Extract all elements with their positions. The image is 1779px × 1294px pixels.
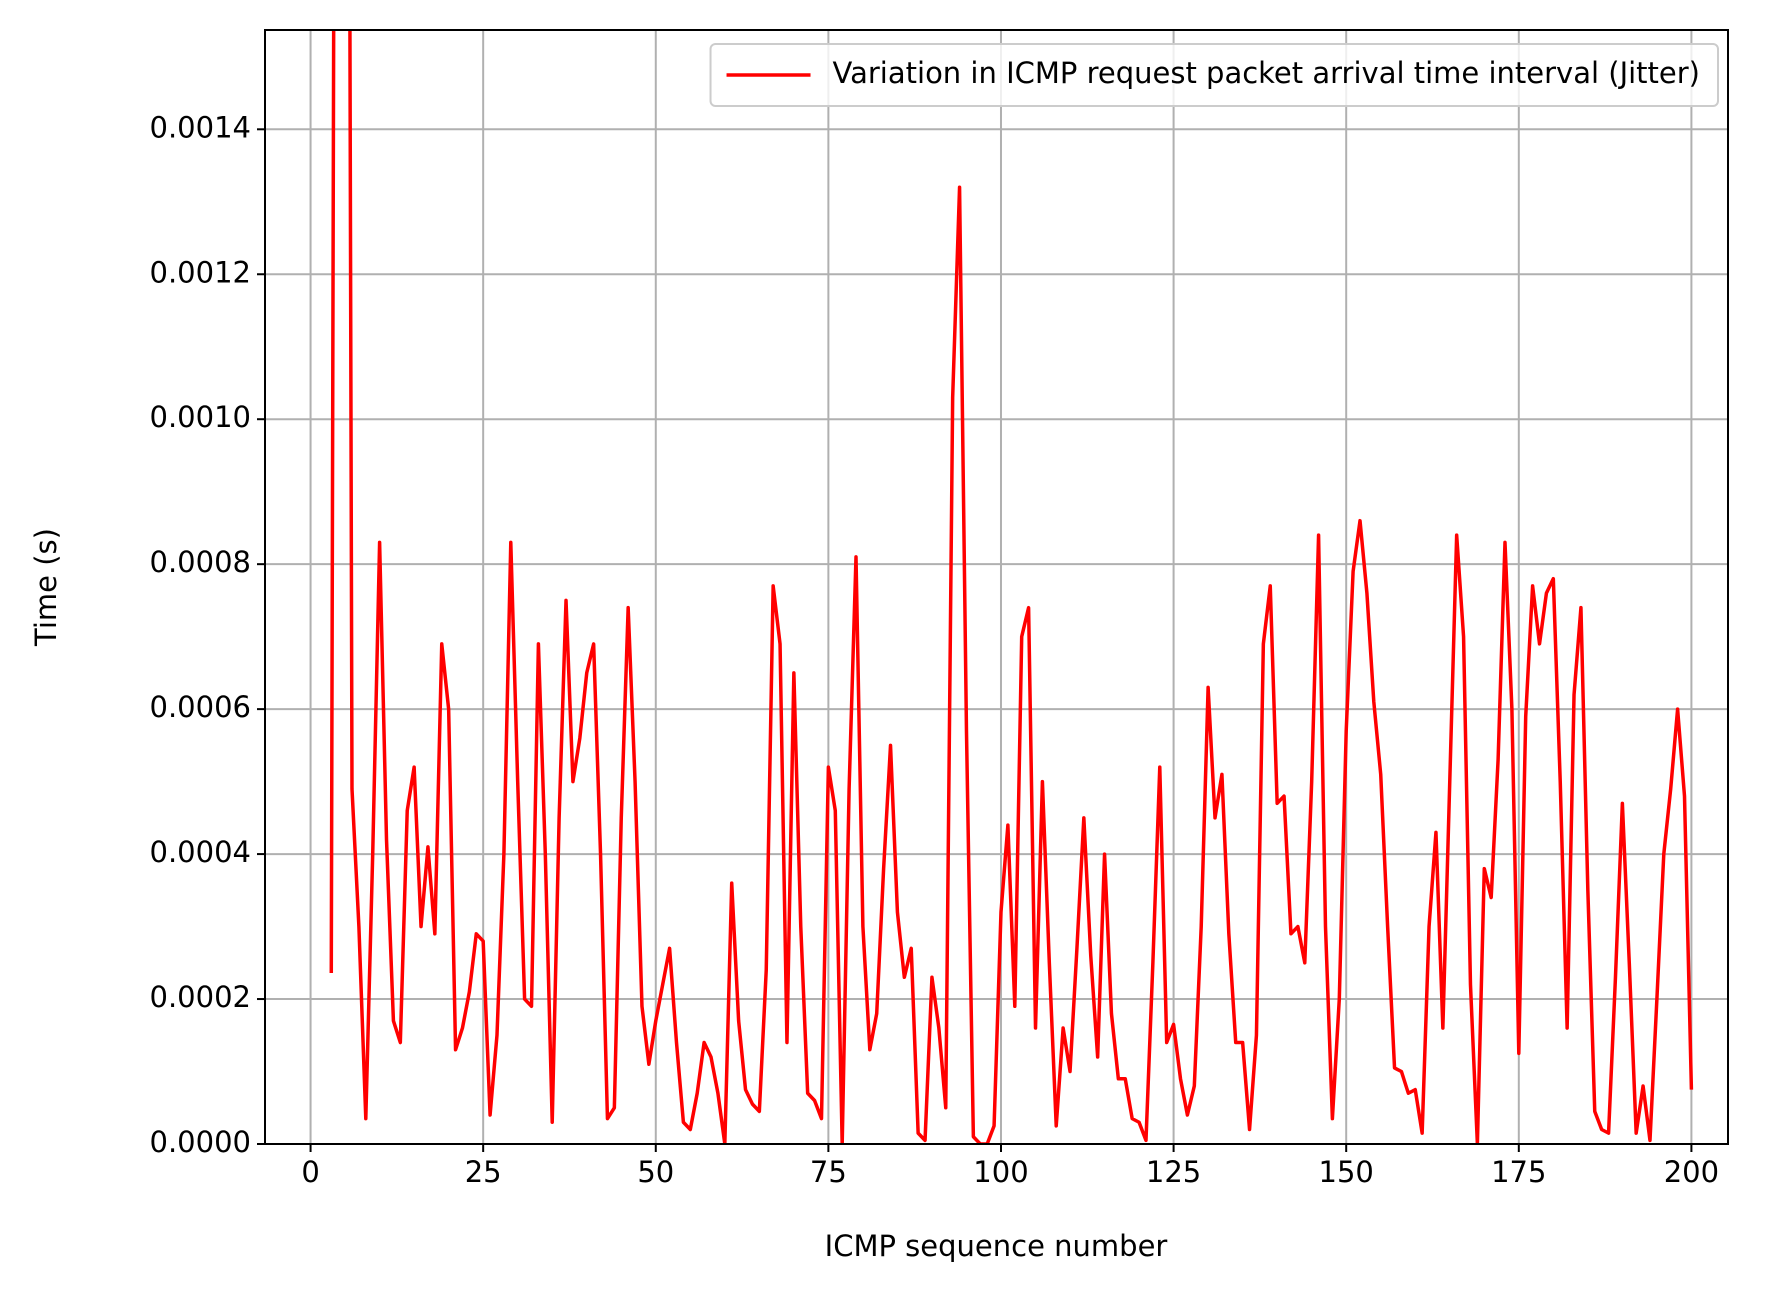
ticks: 0 25 50 75 100 125 150 175 200 0.0000 0.0002 0.0004…	[150, 110, 1720, 1189]
y-tick-label: 0.0000	[150, 1125, 251, 1159]
x-tick-label: 175	[1491, 1155, 1546, 1189]
legend-box	[709, 43, 1719, 107]
x-tick-label: 0	[301, 1155, 319, 1189]
y-tick-label: 0.0004	[150, 835, 251, 869]
x-tick-label: 100	[973, 1155, 1028, 1189]
x-tick-label: 200	[1664, 1155, 1719, 1189]
y-tick-label: 0.0012	[150, 255, 251, 289]
x-tick-label: 75	[810, 1155, 847, 1189]
axes-frame	[264, 29, 1729, 1145]
x-tick-label: 50	[637, 1155, 674, 1189]
y-tick-label: 0.0002	[150, 980, 251, 1014]
series-line	[329, 30, 1694, 1144]
y-tick-label: 0.0006	[150, 690, 251, 724]
x-tick-label: 125	[1146, 1155, 1201, 1189]
y-axis-label: Time (s)	[29, 528, 63, 647]
y-tick-label: 0.0008	[150, 545, 251, 579]
legend: Variation in ICMP request packet arrival…	[709, 43, 1719, 107]
x-axis-label: ICMP sequence number	[825, 1229, 1168, 1263]
grid	[265, 30, 1728, 1145]
legend-label: Variation in ICMP request packet arrival…	[833, 56, 1700, 90]
plot-area	[329, 30, 1694, 1144]
x-tick-label: 150	[1319, 1155, 1374, 1189]
y-tick-label: 0.0010	[150, 400, 251, 434]
y-tick-label: 0.0014	[150, 110, 251, 144]
x-tick-label: 25	[465, 1155, 502, 1189]
